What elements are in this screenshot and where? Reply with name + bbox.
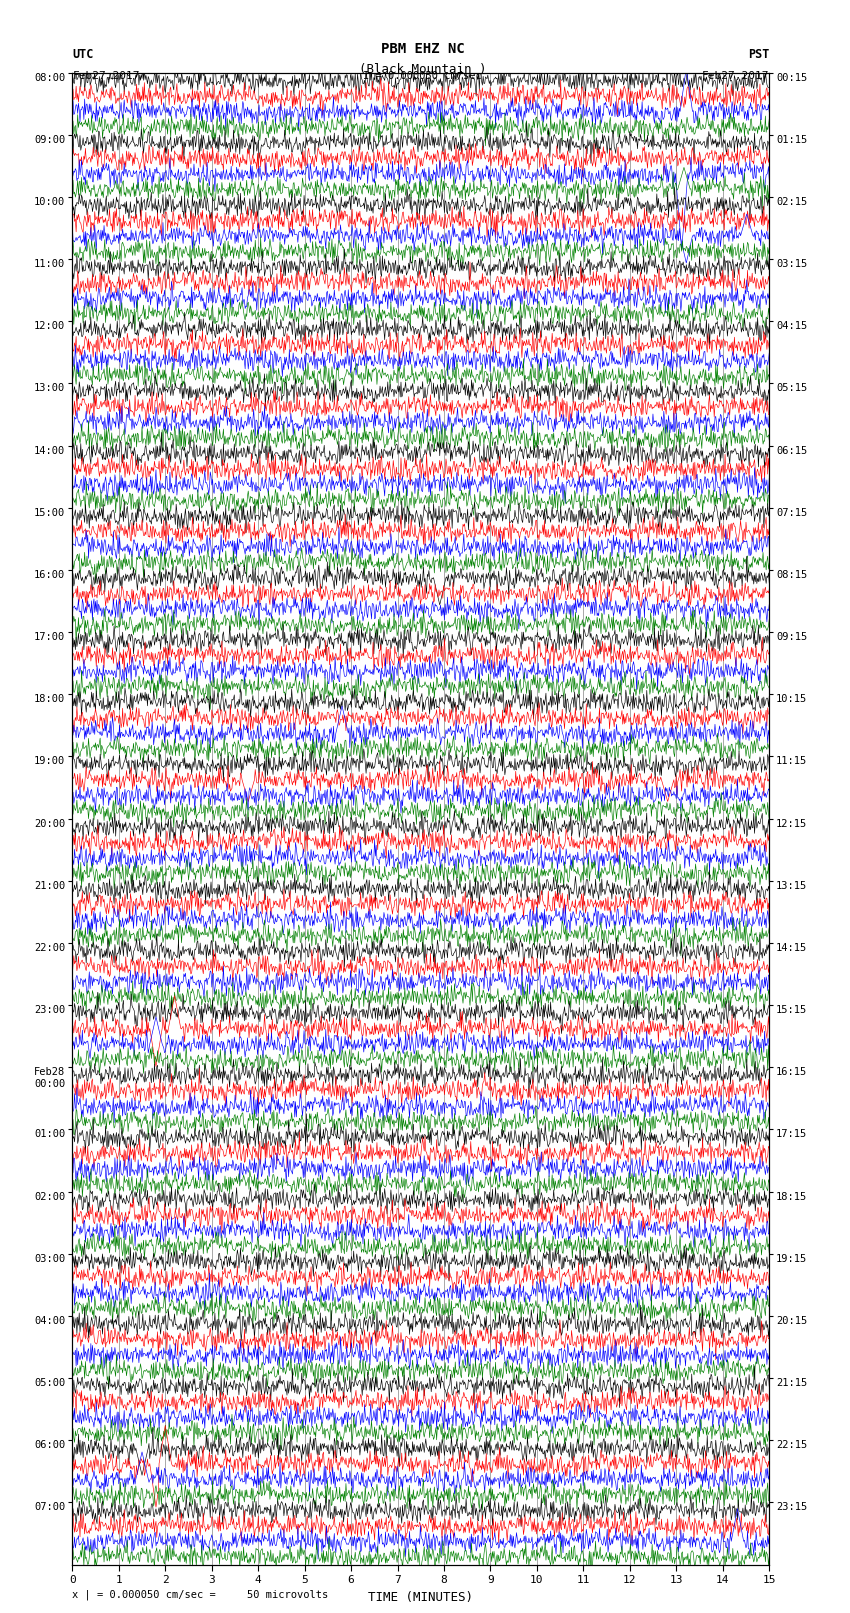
Text: Feb27,2017: Feb27,2017 xyxy=(72,71,139,81)
Text: PBM EHZ NC: PBM EHZ NC xyxy=(381,42,464,56)
X-axis label: TIME (MINUTES): TIME (MINUTES) xyxy=(368,1590,473,1603)
Text: PST: PST xyxy=(748,48,769,61)
Text: x | = 0.000050 cm/sec =     50 microvolts: x | = 0.000050 cm/sec = 50 microvolts xyxy=(72,1589,328,1600)
Text: I = 0.000050 cm/sec: I = 0.000050 cm/sec xyxy=(363,71,482,81)
Text: Feb27,2017: Feb27,2017 xyxy=(702,71,769,81)
Text: (Black Mountain ): (Black Mountain ) xyxy=(359,63,486,76)
Text: UTC: UTC xyxy=(72,48,94,61)
